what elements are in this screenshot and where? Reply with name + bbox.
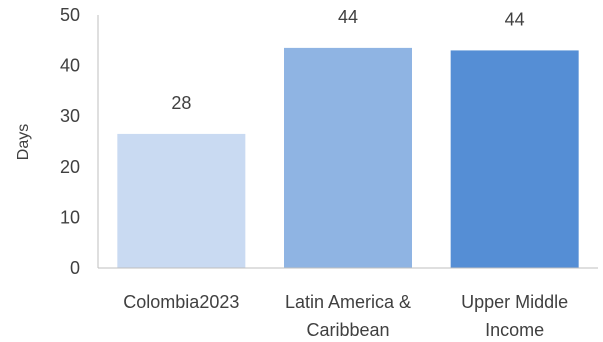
x-axis: Colombia2023 Latin America & Caribbean Uppe… [98,267,598,340]
y-tick-label: 30 [60,106,80,126]
y-tick-label: 40 [60,56,80,76]
data-label: 44 [338,7,358,27]
bar [284,47,412,268]
y-tick-label: 20 [60,157,80,177]
data-label: 44 [505,9,525,29]
y-tick-label: 10 [60,207,80,227]
y-axis: 0 10 20 30 40 50 [60,5,99,278]
bar [450,50,579,268]
x-category-label: Income [485,320,544,340]
x-category-label: Latin America & [285,292,411,312]
y-axis-label: Days [15,124,32,160]
bars [117,47,579,268]
bar [117,133,246,268]
data-labels: 28 44 44 [171,7,524,113]
x-category-label: Colombia2023 [123,292,239,312]
y-tick-label: 0 [70,258,80,278]
x-category-label: Upper Middle [461,292,568,312]
data-label: 28 [171,93,191,113]
x-category-label: Caribbean [306,320,389,340]
y-tick-label: 50 [60,5,80,25]
